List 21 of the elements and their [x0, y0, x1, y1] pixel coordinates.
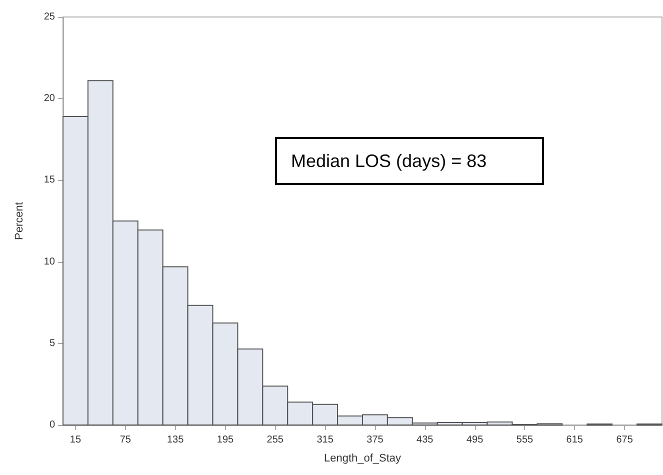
x-tick-label: 255: [266, 434, 284, 446]
x-tick-label: 495: [466, 434, 484, 446]
x-axis-title: Length_of_Stay: [324, 452, 402, 464]
note-box: Median LOS (days) = 83: [275, 137, 544, 185]
x-tick-label: 15: [70, 434, 82, 446]
y-tick-label: 25: [44, 12, 56, 22]
x-tick-label: 135: [166, 434, 184, 446]
x-tick-label: 675: [616, 434, 634, 446]
x-tick-label: 615: [566, 434, 584, 446]
x-tick-label: 75: [120, 434, 132, 446]
y-tick-label: 5: [49, 338, 56, 349]
y-tick-label: 0: [49, 420, 56, 430]
x-tick-label: 435: [416, 434, 434, 446]
x-tick-label: 555: [516, 434, 534, 446]
y-axis-title: Percent: [14, 202, 26, 240]
y-tick-label: 15: [44, 174, 56, 186]
x-tick-label: 195: [216, 434, 234, 446]
y-tick-label: 20: [44, 93, 56, 104]
x-tick-label: 315: [316, 434, 334, 446]
x-tick-label: 375: [366, 434, 384, 446]
y-tick-label: 10: [44, 256, 56, 268]
